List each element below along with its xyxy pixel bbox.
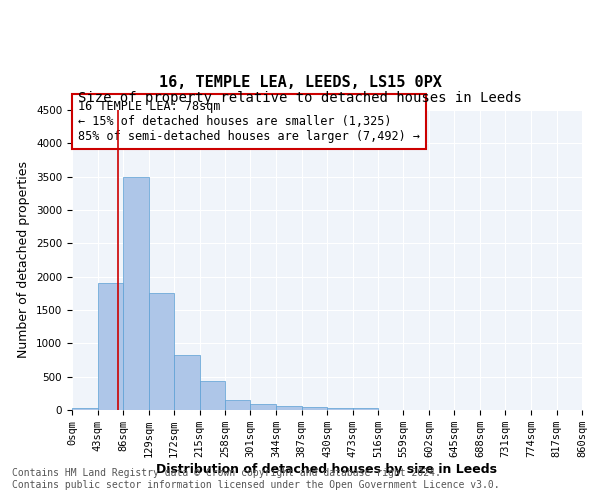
Bar: [302, 407, 327, 410]
Bar: [123, 176, 149, 410]
Bar: [225, 400, 251, 410]
Text: Contains HM Land Registry data © Crown copyright and database right 2024.
Contai: Contains HM Land Registry data © Crown c…: [12, 468, 500, 490]
Bar: [97, 284, 123, 410]
Bar: [353, 408, 378, 410]
X-axis label: Distribution of detached houses by size in Leeds: Distribution of detached houses by size …: [157, 463, 497, 476]
Text: Size of property relative to detached houses in Leeds: Size of property relative to detached ho…: [78, 91, 522, 105]
Text: 16, TEMPLE LEA, LEEDS, LS15 0PX: 16, TEMPLE LEA, LEEDS, LS15 0PX: [158, 75, 442, 90]
Bar: [276, 406, 302, 410]
Bar: [149, 294, 174, 410]
Bar: [199, 380, 225, 410]
Bar: [327, 408, 353, 410]
Bar: [251, 404, 276, 410]
Bar: [174, 354, 199, 410]
Y-axis label: Number of detached properties: Number of detached properties: [17, 162, 31, 358]
Bar: [72, 408, 97, 410]
Text: 16 TEMPLE LEA: 78sqm
← 15% of detached houses are smaller (1,325)
85% of semi-de: 16 TEMPLE LEA: 78sqm ← 15% of detached h…: [78, 100, 420, 143]
